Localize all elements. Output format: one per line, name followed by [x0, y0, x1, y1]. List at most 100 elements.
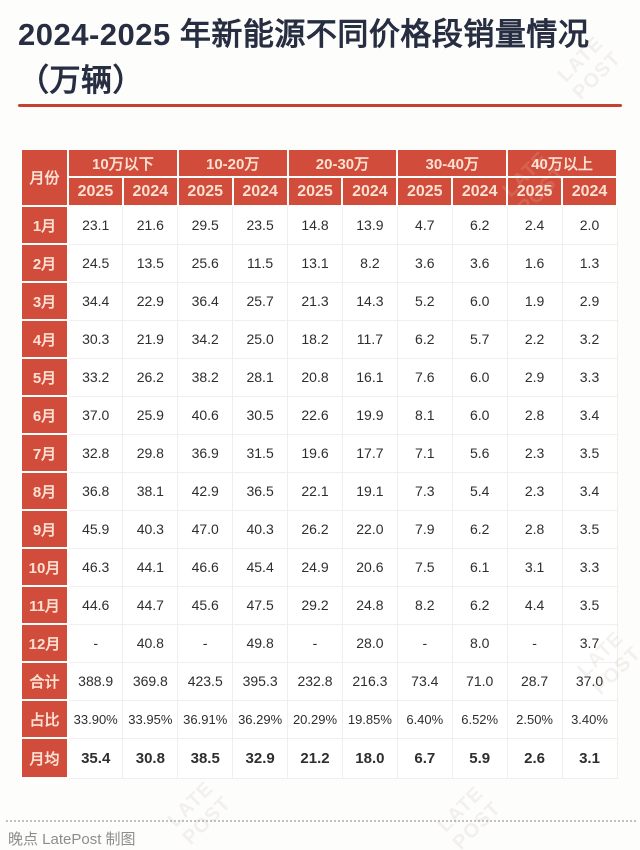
data-cell: 2.9 [561, 281, 618, 321]
data-cell: 388.9 [67, 661, 124, 701]
data-cell: 2.8 [506, 395, 563, 435]
data-cell: 3.6 [451, 243, 508, 283]
data-cell: 3.1 [506, 547, 563, 587]
data-cell: - [506, 623, 563, 663]
data-cell: 23.1 [67, 205, 124, 245]
data-cell: 22.9 [122, 281, 179, 321]
data-cell: 36.91% [177, 699, 234, 739]
table-row: 月均 35.4 30.8 38.5 32.9 21.2 18.0 6.7 5.9 2.6 3.1 [20, 737, 618, 779]
data-cell: 2.50% [506, 699, 563, 739]
data-cell: 36.29% [232, 699, 289, 739]
data-cell: 2.9 [506, 357, 563, 397]
data-cell: 2.4 [506, 205, 563, 245]
data-cell: 14.3 [341, 281, 398, 321]
table-row: 7月 32.8 29.8 36.9 31.5 19.6 17.7 7.1 5.6 2.3 3.5 [20, 433, 618, 473]
data-cell: 18.0 [341, 737, 398, 779]
data-cell: 7.6 [396, 357, 453, 397]
data-cell: 423.5 [177, 661, 234, 701]
data-cell: 369.8 [122, 661, 179, 701]
year-header: 2025 [286, 176, 344, 207]
data-cell: 3.40% [561, 699, 618, 739]
data-cell: 42.9 [177, 471, 234, 511]
title-underline [18, 104, 622, 107]
data-cell: 2.6 [506, 737, 563, 779]
data-cell: 28.1 [232, 357, 289, 397]
data-cell: 73.4 [396, 661, 453, 701]
data-cell: 40.3 [232, 509, 289, 549]
data-cell: 31.5 [232, 433, 289, 473]
data-cell: 21.3 [287, 281, 343, 321]
row-label: 2月 [20, 243, 69, 283]
data-cell: 5.9 [451, 737, 508, 779]
page-title: 2024-2025 年新能源不同价格段销量情况（万辆） [18, 17, 590, 98]
data-cell: 2.3 [506, 433, 563, 473]
row-label: 9月 [20, 509, 69, 549]
data-cell: 6.40% [396, 699, 453, 739]
year-header: 2024 [341, 176, 399, 207]
data-cell: 6.2 [451, 509, 508, 549]
row-label: 合计 [20, 661, 69, 701]
data-cell: 33.95% [122, 699, 179, 739]
table-row: 8月 36.8 38.1 42.9 36.5 22.1 19.1 7.3 5.4 2.3 3.4 [20, 471, 618, 511]
data-cell: 3.5 [561, 585, 618, 625]
data-cell: 38.2 [177, 357, 234, 397]
row-label: 占比 [20, 699, 69, 739]
data-cell: 49.8 [232, 623, 289, 663]
data-cell: 8.2 [341, 243, 398, 283]
data-cell: 26.2 [287, 509, 343, 549]
data-cell: 45.6 [177, 585, 234, 625]
data-cell: 71.0 [451, 661, 508, 701]
latepost-watermark: LATE POST [163, 777, 236, 850]
data-cell: 6.2 [451, 585, 508, 625]
data-cell: 33.2 [67, 357, 124, 397]
row-label: 8月 [20, 471, 69, 511]
sales-table: 月份 10万以下 10-20万 20-30万 30-40万 40万以上 2025 2024 20… [20, 148, 618, 779]
data-cell: 25.0 [232, 319, 289, 359]
data-cell: 22.1 [287, 471, 343, 511]
data-cell: 21.6 [122, 205, 179, 245]
data-cell: 1.6 [506, 243, 563, 283]
data-cell: 35.4 [67, 737, 124, 779]
data-cell: 5.6 [451, 433, 508, 473]
row-label: 7月 [20, 433, 69, 473]
year-header: 2024 [231, 176, 289, 207]
data-cell: 29.5 [177, 205, 234, 245]
data-cell: 21.2 [287, 737, 343, 779]
data-cell: 1.9 [506, 281, 563, 321]
data-cell: 2.3 [506, 471, 563, 511]
latepost-watermark: LATE POST [433, 782, 506, 850]
data-cell: 5.7 [451, 319, 508, 359]
data-cell: 6.2 [451, 205, 508, 245]
year-header: 2025 [506, 176, 564, 207]
data-cell: 6.1 [451, 547, 508, 587]
data-cell: 7.1 [396, 433, 453, 473]
table-row: 4月 30.3 21.9 34.2 25.0 18.2 11.7 6.2 5.7 2.2 3.2 [20, 319, 618, 359]
table-row: 1月 23.1 21.6 29.5 23.5 14.8 13.9 4.7 6.2 2.4 2.0 [20, 205, 618, 245]
data-cell: 30.3 [67, 319, 124, 359]
segment-header: 20-30万 [286, 148, 399, 178]
data-cell: 25.6 [177, 243, 234, 283]
data-cell: 2.2 [506, 319, 563, 359]
data-cell: 25.9 [122, 395, 179, 435]
data-cell: 8.0 [451, 623, 508, 663]
data-cell: - [287, 623, 343, 663]
data-cell: 3.1 [561, 737, 618, 779]
data-cell: 22.0 [341, 509, 398, 549]
data-cell: - [67, 623, 124, 663]
data-cell: 24.9 [287, 547, 343, 587]
data-cell: 3.7 [561, 623, 618, 663]
row-label: 10月 [20, 547, 69, 587]
row-label: 4月 [20, 319, 69, 359]
data-cell: 47.5 [232, 585, 289, 625]
data-cell: 16.1 [341, 357, 398, 397]
data-cell: 44.6 [67, 585, 124, 625]
data-cell: 22.6 [287, 395, 343, 435]
year-header: 2025 [176, 176, 234, 207]
data-cell: 32.8 [67, 433, 124, 473]
year-header: 2025 [396, 176, 454, 207]
table-row: 6月 37.0 25.9 40.6 30.5 22.6 19.9 8.1 6.0 2.8 3.4 [20, 395, 618, 435]
data-cell: 44.1 [122, 547, 179, 587]
data-cell: 6.0 [451, 281, 508, 321]
year-header: 2025 [67, 176, 124, 207]
table-row: 合计 388.9 369.8 423.5 395.3 232.8 216.3 73.4 71.0… [20, 661, 618, 701]
